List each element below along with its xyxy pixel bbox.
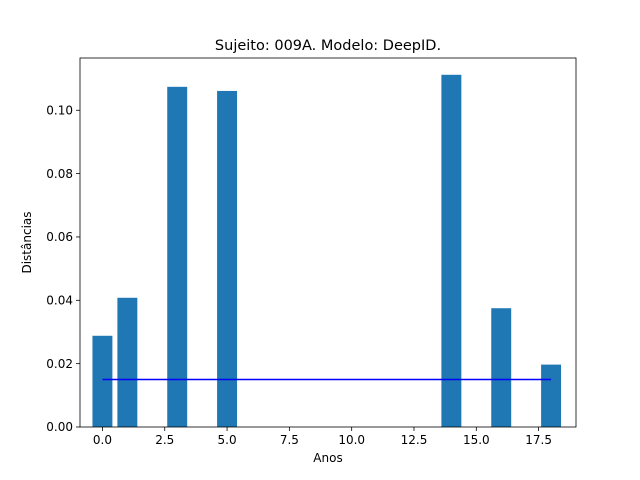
x-tick-label: 12.5: [401, 433, 428, 447]
bar-6: [541, 364, 562, 427]
x-axis-title: Anos: [313, 451, 342, 465]
x-tick-label: 7.5: [280, 433, 299, 447]
x-tick-label: 2.5: [155, 433, 174, 447]
bar-0: [92, 335, 113, 427]
x-tick-label: 10.0: [338, 433, 365, 447]
bar-3: [217, 90, 238, 428]
y-tick-label: 0.02: [46, 357, 73, 371]
bar-5: [491, 308, 512, 427]
y-tick-label: 0.00: [46, 420, 73, 434]
bar-4: [441, 74, 462, 428]
y-tick-label: 0.10: [46, 103, 73, 117]
chart-title: Sujeito: 009A. Modelo: DeepID.: [215, 38, 441, 54]
y-axis-title: Distâncias: [20, 211, 34, 273]
x-axis-ticks: 0.0 2.5 5.0 7.5 10.0 12.5 15.0 17.5: [93, 427, 552, 447]
y-tick-label: 0.04: [46, 294, 73, 308]
x-tick-label: 5.0: [218, 433, 237, 447]
plot-frame: [79, 57, 577, 428]
bar-1: [117, 297, 138, 427]
bar-2: [167, 86, 188, 427]
y-axis-ticks: 0.00 0.02 0.04 0.06 0.08 0.10: [46, 103, 80, 434]
x-tick-label: 17.5: [525, 433, 552, 447]
y-tick-label: 0.06: [46, 230, 73, 244]
x-tick-label: 15.0: [463, 433, 490, 447]
x-tick-label: 0.0: [93, 433, 112, 447]
y-tick-label: 0.08: [46, 167, 73, 181]
